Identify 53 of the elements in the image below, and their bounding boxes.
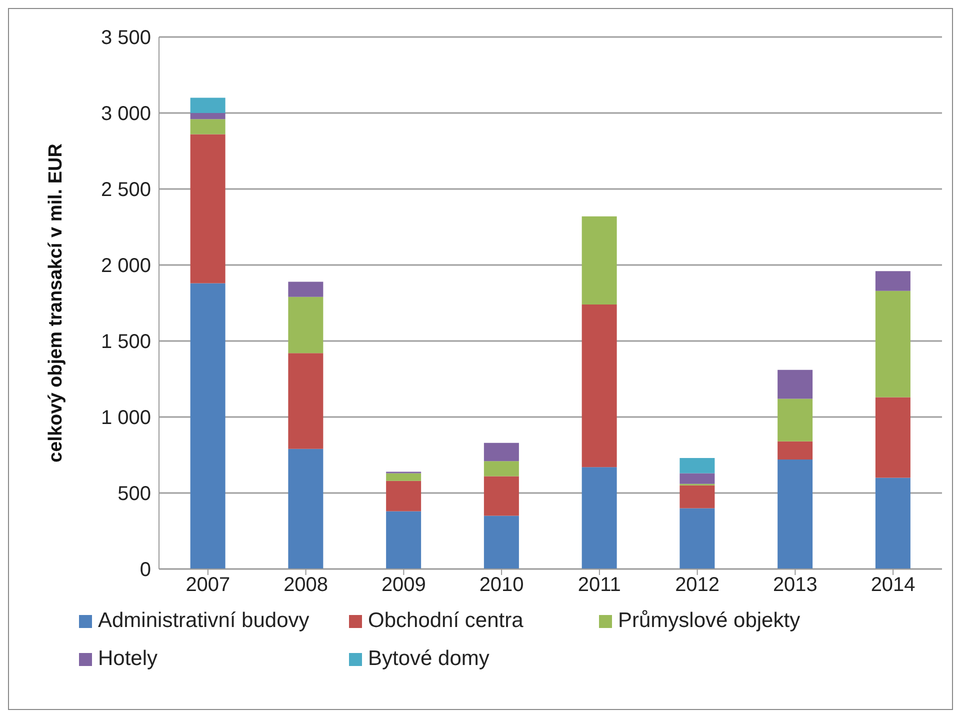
- bar: [484, 516, 519, 569]
- y-tick-label: 2 000: [100, 255, 151, 278]
- bar: [190, 283, 226, 569]
- bar: [778, 460, 813, 569]
- legend-label: Obchodní centra: [368, 609, 524, 633]
- bar: [680, 508, 715, 569]
- y-tick-label: 500: [118, 483, 151, 506]
- legend-label: Průmyslové objekty: [618, 609, 800, 633]
- bar: [484, 442, 519, 462]
- bar: [778, 441, 813, 460]
- bar: [778, 398, 813, 442]
- x-tick-label: 2012: [675, 574, 720, 596]
- bar: [386, 473, 422, 481]
- x-tick-label: 2008: [284, 574, 328, 596]
- bar: [190, 113, 226, 120]
- bar: [386, 480, 422, 512]
- bar: [582, 304, 617, 468]
- bar: [778, 370, 813, 399]
- bar: [680, 473, 715, 484]
- bar: [190, 98, 226, 113]
- bar: [875, 290, 910, 398]
- bar: [386, 511, 422, 569]
- bar: [288, 296, 324, 354]
- bar: [484, 461, 519, 476]
- bar: [680, 458, 715, 474]
- y-tick-label: 3 500: [100, 27, 151, 50]
- bar: [875, 397, 910, 478]
- bar: [582, 467, 617, 569]
- bar: [288, 282, 324, 297]
- y-tick-label: 3 000: [100, 103, 151, 126]
- bar: [875, 271, 910, 291]
- y-tick-label: 2 500: [100, 179, 151, 202]
- x-tick-label: 2013: [772, 574, 818, 596]
- x-tick-label: 2009: [381, 574, 426, 596]
- legend-label: Hotely: [98, 647, 158, 671]
- bar: [288, 353, 324, 449]
- bar: [680, 485, 715, 508]
- bar: [190, 119, 226, 134]
- bar: [484, 476, 519, 516]
- legend-label: Bytové domy: [368, 647, 490, 671]
- y-axis-title: celkový objem transakcí v mil. EUR: [46, 143, 67, 462]
- bar: [288, 448, 324, 569]
- x-tick-label: 2010: [479, 574, 524, 596]
- y-tick-label: 1 000: [100, 407, 151, 430]
- x-tick-label: 2011: [578, 574, 621, 596]
- bar: [190, 134, 226, 284]
- y-tick-label: 0: [140, 559, 151, 582]
- y-tick-label: 1 500: [100, 331, 151, 354]
- x-tick-label: 2007: [186, 574, 230, 596]
- bar: [582, 216, 617, 305]
- x-tick-label: 2014: [870, 574, 916, 596]
- bar: [875, 478, 910, 569]
- legend-label: Administrativní budovy: [98, 609, 310, 633]
